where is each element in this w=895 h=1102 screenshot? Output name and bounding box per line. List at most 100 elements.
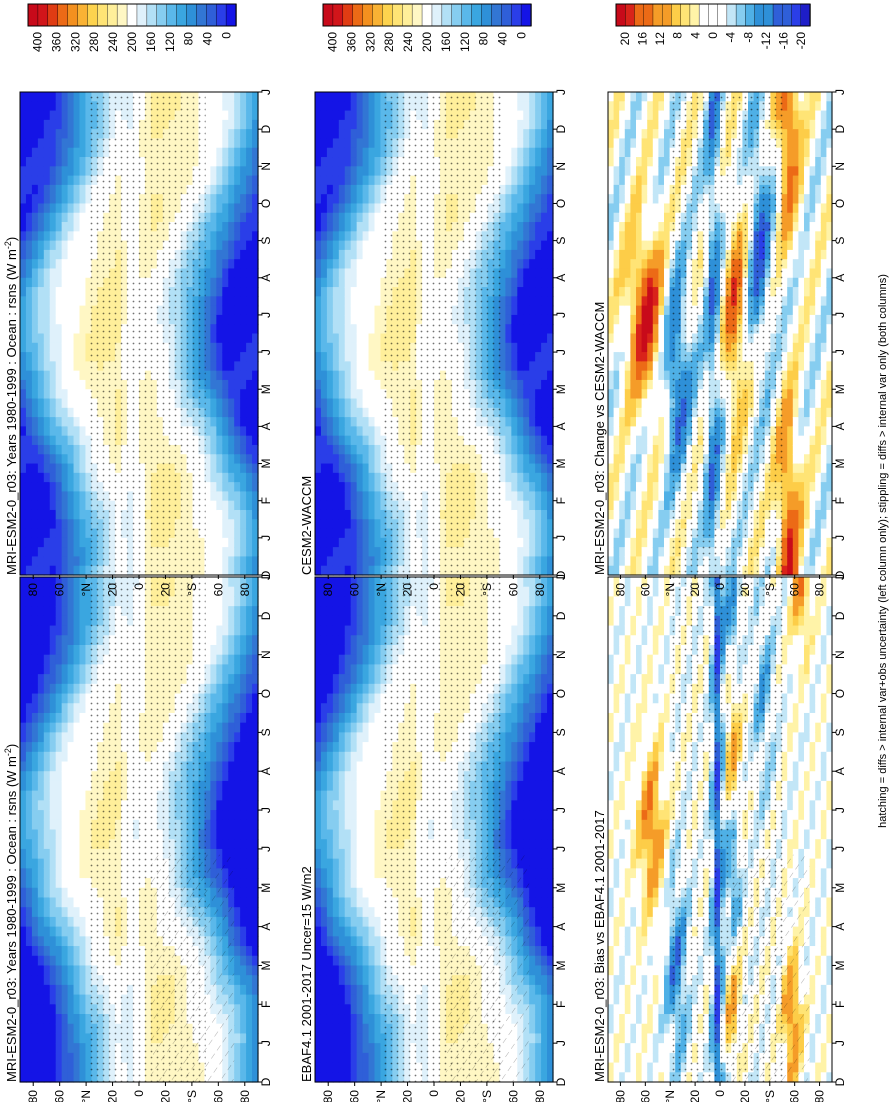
heat-cell: [79, 878, 87, 889]
heat-cell: [43, 1014, 51, 1025]
heat-cell: [368, 1023, 376, 1035]
month-tick-label: M: [259, 960, 273, 970]
heat-cell: [37, 606, 45, 617]
heat-cell: [67, 547, 75, 558]
heat-cell: [234, 463, 241, 474]
heat-cell: [246, 635, 253, 646]
heat-cell: [55, 157, 63, 167]
lat-tick-label: 20: [106, 583, 120, 597]
heat-cell: [61, 342, 69, 353]
heat-cell: [49, 1014, 57, 1025]
heat-cell: [356, 878, 364, 889]
heat-cell: [315, 829, 322, 840]
heat-cell: [338, 577, 346, 588]
heat-cell: [25, 194, 33, 205]
heat-cell: [216, 342, 223, 353]
heat-cell: [368, 839, 376, 850]
heat-cell: [31, 268, 39, 279]
heat-cell: [374, 1052, 382, 1064]
heat-cell: [210, 92, 217, 102]
heat-cell: [79, 370, 87, 381]
heat-cell: [25, 586, 33, 598]
heat-cell: [73, 333, 81, 344]
heat-cell: [73, 722, 81, 733]
heat-cell: [37, 771, 45, 782]
heat-cell: [228, 454, 235, 465]
heat-cell: [228, 819, 235, 831]
heat-cell: [61, 212, 69, 223]
heat-cell: [25, 463, 33, 474]
heat-cell: [246, 916, 253, 928]
heat-cell: [43, 644, 51, 656]
heat-cell: [246, 1023, 253, 1035]
heat-cell: [332, 732, 340, 743]
heat-cell: [338, 955, 346, 967]
heat-cell: [368, 732, 376, 743]
heat-cell: [246, 897, 253, 908]
heat-cell: [350, 722, 358, 733]
heat-cell: [228, 379, 235, 390]
heat-cell: [31, 1023, 39, 1035]
heat-cell: [338, 1072, 346, 1083]
heat-cell: [228, 157, 235, 167]
heat-cell: [20, 1033, 27, 1044]
heat-cell: [368, 946, 376, 957]
heat-cell: [43, 426, 51, 437]
month-tick-label: J: [259, 349, 273, 355]
month-tick-label: J: [259, 89, 273, 95]
heat-cell: [73, 751, 81, 763]
heat-cell: [356, 761, 364, 772]
colorbar-swatch: [67, 3, 79, 27]
heat-cell: [326, 780, 334, 792]
heat-cell: [240, 129, 247, 140]
heat-cell: [222, 407, 229, 418]
heat-cell: [246, 547, 253, 558]
month-tick-label: D: [259, 1077, 273, 1086]
heat-cell: [246, 519, 253, 530]
heat-cell: [67, 674, 75, 685]
heat-cell: [20, 231, 27, 242]
heat-cell: [210, 565, 217, 576]
heat-cell: [25, 129, 33, 140]
heat-cell: [240, 333, 247, 344]
heat-cell: [20, 379, 27, 390]
heat-cell: [79, 435, 87, 446]
heat-cell: [43, 858, 51, 869]
heat-cell: [356, 907, 364, 918]
heat-cell: [228, 212, 235, 223]
heat-cell: [332, 635, 340, 646]
heat-cell: [362, 742, 370, 753]
heat-cell: [73, 586, 81, 598]
heat-cell: [332, 858, 340, 869]
heat-cell: [43, 389, 51, 400]
heat-cell: [240, 426, 247, 437]
heat-cell: [31, 491, 39, 502]
heat-cell: [338, 693, 346, 704]
heat-cell: [67, 398, 75, 409]
heat-cell: [234, 800, 241, 811]
heat-cell: [374, 654, 382, 665]
heat-cell: [344, 615, 352, 627]
heat-cell: [61, 586, 69, 598]
heat-cell: [240, 138, 247, 149]
heat-cell: [246, 1004, 253, 1015]
heat-cell: [210, 606, 217, 617]
heat-cell: [240, 407, 247, 418]
heat-cell: [246, 528, 253, 539]
heat-cell: [43, 703, 51, 714]
heat-cell: [67, 606, 75, 617]
month-tick-label: J: [259, 535, 273, 541]
heat-cell: [240, 398, 247, 409]
heat-cell: [210, 314, 217, 325]
heat-cell: [356, 1072, 364, 1083]
heat-cell: [79, 203, 87, 214]
heat-cell: [61, 324, 69, 335]
heat-cell: [67, 556, 75, 567]
heat-cell: [222, 742, 229, 753]
heat-cell: [73, 1072, 81, 1083]
heat-cell: [332, 800, 340, 811]
heat-cell: [20, 509, 27, 520]
heat-cell: [216, 654, 223, 665]
heat-cell: [79, 472, 87, 483]
